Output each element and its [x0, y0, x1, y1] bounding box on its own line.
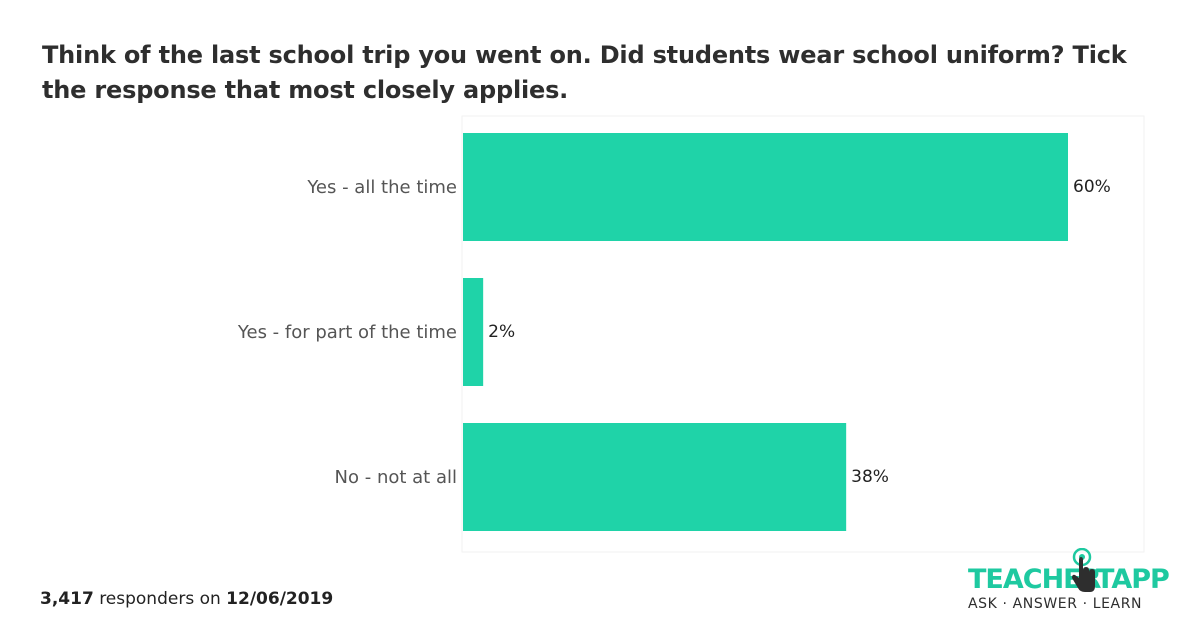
responder-count: 3,417 — [40, 589, 94, 609]
survey-date: 12/06/2019 — [226, 589, 334, 609]
teacher-tapp-logo: TEACHER TAPP ASK · ANSWER · LEARN — [968, 548, 1170, 614]
value-label: 38% — [851, 467, 889, 487]
plot-area — [461, 115, 1145, 553]
bar — [463, 423, 847, 531]
chart-title: Think of the last school trip you went o… — [42, 41, 1127, 104]
category-label: Yes - for part of the time — [237, 322, 457, 343]
responders-text: responders on — [99, 589, 221, 609]
value-label: 2% — [488, 322, 515, 342]
category-label: Yes - all the time — [306, 177, 457, 198]
logo-word-tapp: TAPP — [1096, 564, 1170, 595]
responders-footer: 3,417 responders on 12/06/2019 — [40, 589, 333, 609]
bar — [463, 133, 1068, 241]
logo-tagline: ASK · ANSWER · LEARN — [968, 596, 1143, 612]
value-label: 60% — [1073, 177, 1111, 197]
category-label: No - not at all — [335, 467, 457, 488]
tapping-hand-icon — [1072, 548, 1095, 592]
bar — [463, 278, 484, 386]
